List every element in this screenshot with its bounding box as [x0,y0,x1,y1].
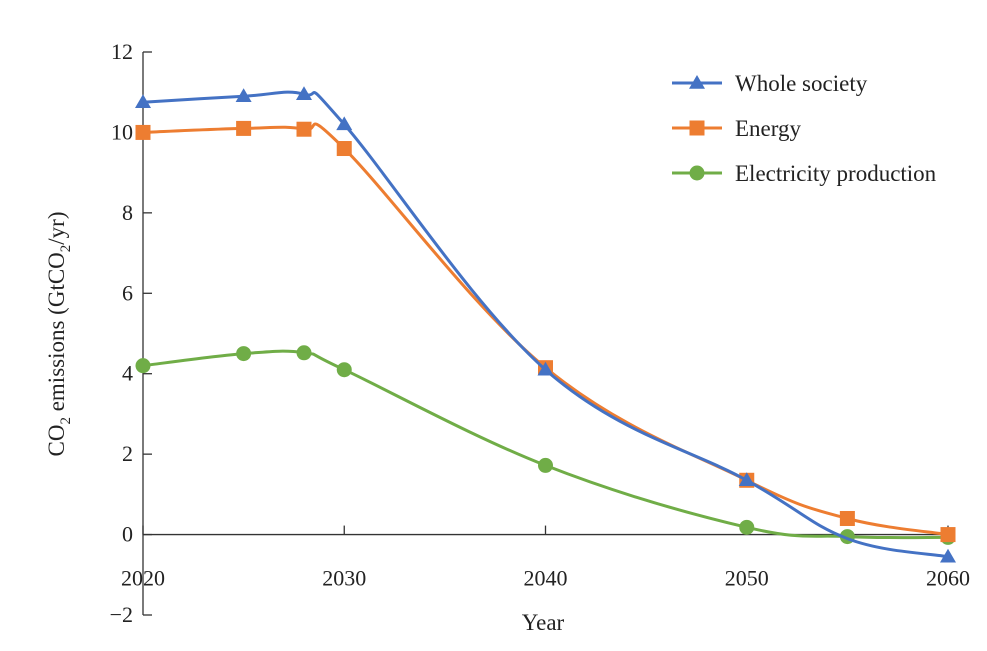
data-point-electricity-production [538,457,553,473]
series-whole-society [135,86,956,563]
legend-item-electricity-production: Electricity production [672,161,937,186]
y-tick-label: 6 [122,280,133,305]
data-point-electricity-production [336,362,352,378]
legend-marker-electricity-production [689,165,705,181]
x-tick-label: 2020 [121,566,165,591]
legend: Whole society Energy Electricity productio… [672,71,937,186]
series-line-electricity-production [141,349,950,540]
data-point-whole-society [296,86,312,100]
data-point-whole-society [235,88,252,102]
y-tick-label: 10 [111,119,133,144]
x-tick-label: 2060 [926,566,970,591]
series-line-whole-society [141,90,950,559]
legend-label-whole-society: Whole society [735,71,868,96]
x-axis-title: Year [522,610,565,635]
y-axis-title-mid: emissions (GtCO [44,252,69,417]
data-point-whole-society [940,548,956,563]
legend-label-electricity-production: Electricity production [735,161,937,186]
legend-marker-energy [689,120,705,136]
series-layer [135,86,956,563]
legend-item-whole-society: Whole society [672,71,868,96]
data-point-whole-society [537,361,554,376]
x-tick-label: 2030 [322,566,366,591]
data-point-electricity-production [236,346,252,362]
y-axis-title-sub2: 2 [58,245,74,253]
x-tick-label: 2050 [725,566,769,591]
y-axis-title: CO2 emissions (GtCO2/yr) [44,211,74,456]
data-point-whole-society [336,116,353,131]
data-point-electricity-production [296,345,312,361]
legend-item-energy: Energy [672,116,802,141]
axes: −2 0 2 4 6 8 10 12 2020 2030 2040 2050 2060 [110,39,970,627]
y-tick-label: 2 [122,441,133,466]
y-tick-label: 8 [122,200,133,225]
y-tick-label: 0 [122,522,133,547]
data-point-electricity-production [135,358,151,374]
legend-marker-whole-society [689,75,705,89]
x-tick-label: 2040 [524,566,568,591]
data-point-energy [296,121,312,137]
y-tick-label: 4 [122,361,133,386]
data-point-energy [940,527,956,543]
y-tick-label: 12 [111,39,133,64]
data-point-energy [135,124,151,140]
data-point-energy [336,141,352,157]
data-point-whole-society [738,472,755,487]
data-point-energy [236,120,252,136]
data-point-electricity-production [739,519,755,535]
y-tick-label: −2 [110,602,133,627]
y-axis-title-post: /yr) [44,211,69,244]
legend-label-energy: Energy [735,116,802,141]
data-point-whole-society [135,94,151,109]
y-axis-title-pre: CO [44,425,69,457]
y-axis-title-sub: 2 [58,417,74,425]
data-point-energy [839,510,855,526]
series-line-energy [141,122,950,537]
